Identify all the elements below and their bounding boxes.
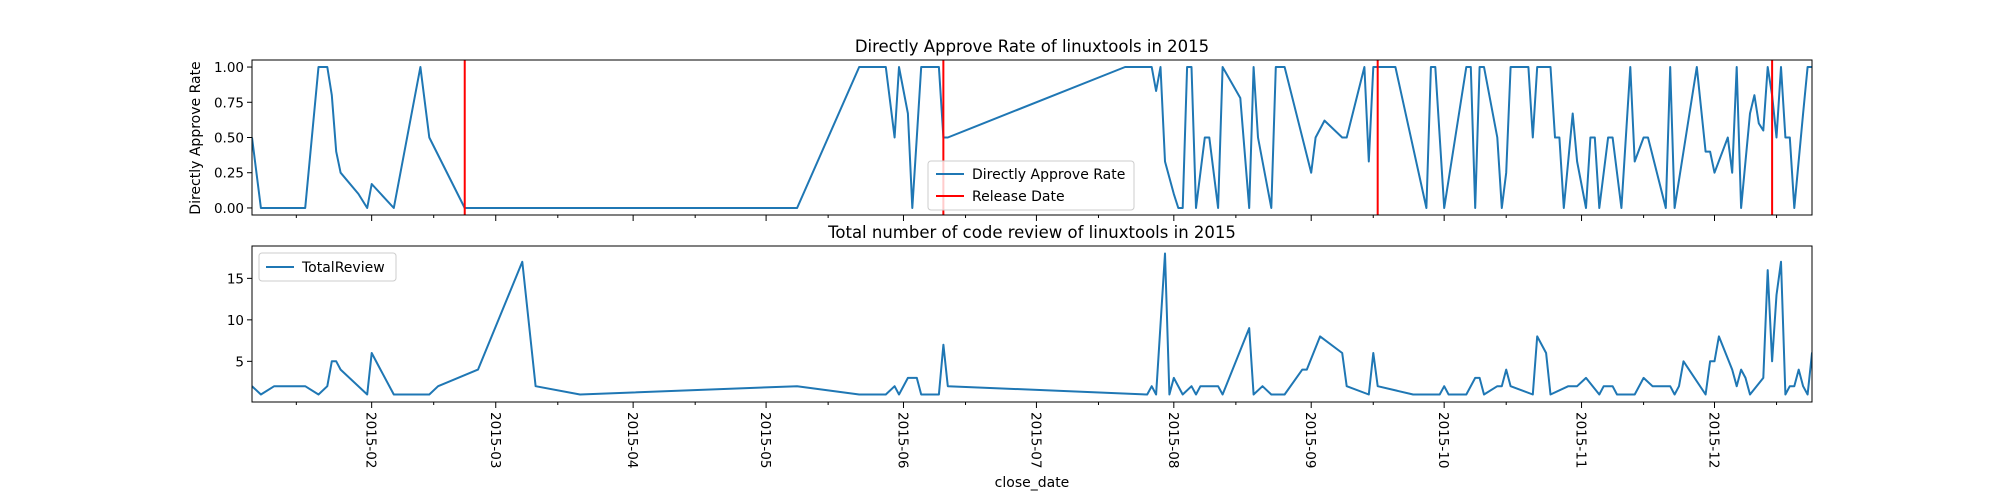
total-review-xtick-label-7: 2015-09 xyxy=(1302,412,1318,468)
total-review-yticks: 5 10 15 xyxy=(227,271,252,370)
total-review-legend-box xyxy=(258,252,397,282)
approve-rate-ytick-label-4: 1.00 xyxy=(214,60,244,76)
approve-rate-title: Directly Approve Rate of linuxtools in 2… xyxy=(855,37,1209,56)
total-review-xtick-label-0: 2015-02 xyxy=(363,412,379,468)
approve-rate-ylabel: Directly Approve Rate xyxy=(188,61,204,214)
approve-rate-yticks: 0.00 0.25 0.50 0.75 1.00 xyxy=(214,60,252,217)
approve-rate-legend-box xyxy=(927,160,1135,211)
approve-rate-ytick-label-3: 0.75 xyxy=(214,95,244,111)
total-review-xticks: 2015-02 2015-03 2015-04 2015-05 2015-06 2015-… xyxy=(295,402,1778,468)
legend-total-review-label: TotalReview xyxy=(301,260,385,276)
approve-rate-panel: Directly Approve Rate of linuxtools in 2… xyxy=(188,37,1813,221)
total-review-title: Total number of code review of linuxtool… xyxy=(827,223,1236,242)
total-review-plot-area xyxy=(252,252,1812,396)
total-review-xtick-label-8: 2015-10 xyxy=(1435,412,1451,468)
total-review-legend: TotalReview xyxy=(258,252,397,282)
total-review-xtick-label-9: 2015-11 xyxy=(1573,412,1589,468)
total-review-ytick-label-2: 15 xyxy=(227,271,244,287)
approve-rate-legend: Directly Approve Rate Release Date xyxy=(927,160,1135,211)
legend-approve-rate-label: Directly Approve Rate xyxy=(972,167,1125,183)
total-review-xtick-label-10: 2015-12 xyxy=(1706,412,1722,468)
total-review-xtick-label-3: 2015-05 xyxy=(757,412,773,468)
legend-release-date-label: Release Date xyxy=(972,189,1065,205)
total-review-xtick-label-1: 2015-03 xyxy=(487,412,503,468)
total-review-xtick-label-6: 2015-08 xyxy=(1165,412,1181,468)
total-review-axes-frame xyxy=(251,245,1813,403)
approve-rate-ytick-label-2: 0.50 xyxy=(214,131,244,147)
total-review-series-line-0 xyxy=(252,252,1812,396)
approve-rate-series-line-0 xyxy=(252,66,1812,209)
total-review-xtick-label-2: 2015-04 xyxy=(624,412,640,468)
total-review-xtick-label-4: 2015-06 xyxy=(895,412,911,468)
total-review-ytick-label-0: 5 xyxy=(235,354,244,370)
approve-rate-ytick-label-1: 0.25 xyxy=(214,166,244,182)
total-review-panel: Total number of code review of linuxtool… xyxy=(227,223,1813,491)
approve-rate-xticks xyxy=(295,215,1778,221)
total-review-ytick-label-1: 10 xyxy=(227,313,244,329)
approve-rate-ytick-label-0: 0.00 xyxy=(214,201,244,217)
total-review-xlabel: close_date xyxy=(995,475,1070,491)
total-review-xtick-label-5: 2015-07 xyxy=(1027,412,1043,468)
